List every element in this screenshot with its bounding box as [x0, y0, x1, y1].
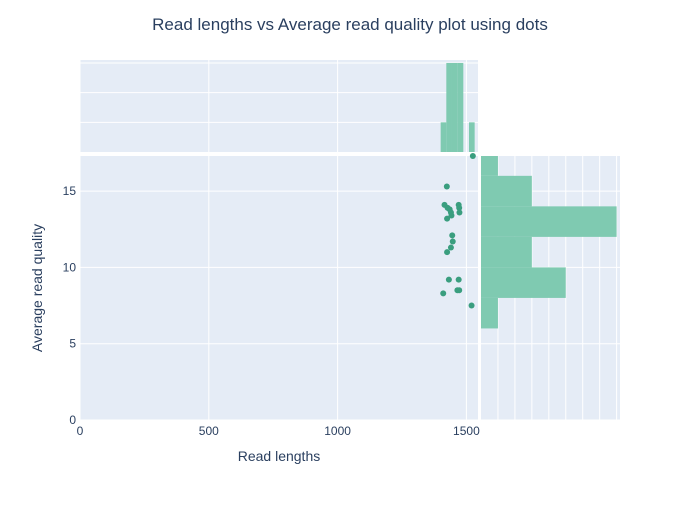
right-histogram-bar — [481, 297, 498, 329]
right-histogram-bar — [481, 236, 532, 268]
scatter-point — [456, 209, 463, 216]
y-axis-ticks: 0 5 10 15 — [63, 184, 77, 427]
top-histogram-bar — [446, 62, 452, 152]
top-histogram-bars — [440, 62, 475, 152]
scatter-point — [449, 238, 456, 245]
top-histogram-bar — [451, 62, 458, 152]
y-tick-label: 15 — [63, 184, 77, 198]
scatter-point — [469, 153, 476, 159]
right-histogram-bar — [481, 267, 566, 298]
x-axis-ticks: 0 500 1000 1500 — [77, 424, 480, 438]
right-histogram-bar — [481, 156, 498, 176]
top-histogram-bar — [468, 122, 475, 152]
right-histogram-bar — [481, 175, 532, 207]
scatter-point — [440, 290, 447, 297]
scatter-point — [447, 244, 454, 251]
scatter-point — [445, 276, 452, 283]
top-histogram-area — [80, 60, 478, 152]
top-histogram-gridlines — [79, 60, 478, 152]
y-axis-label: Average read quality — [29, 224, 45, 352]
scatter-points — [440, 153, 476, 309]
scatter-point — [443, 183, 450, 190]
x-tick-label: 1000 — [324, 424, 351, 438]
x-tick-label: 500 — [199, 424, 219, 438]
scatter-point — [449, 232, 456, 239]
x-tick-label: 1500 — [453, 424, 480, 438]
x-axis-label: Read lengths — [238, 448, 321, 464]
scatter-point — [456, 204, 463, 211]
scatter-point — [456, 287, 463, 294]
scatter-point — [448, 212, 455, 219]
main-gridlines — [79, 156, 478, 421]
right-histogram-bar — [481, 206, 617, 237]
chart-title: Read lengths vs Average read quality plo… — [152, 15, 548, 34]
scatter-point — [444, 215, 451, 222]
y-tick-label: 10 — [63, 260, 77, 274]
y-tick-label: 0 — [69, 413, 76, 427]
x-tick-label: 0 — [77, 424, 84, 438]
main-plot-area — [80, 156, 478, 420]
y-tick-label: 5 — [69, 337, 76, 351]
scatter-point — [455, 276, 462, 283]
top-histogram-bar — [440, 122, 447, 152]
top-histogram-bar — [457, 62, 464, 152]
right-histogram-bars — [481, 156, 617, 329]
scatter-point — [468, 302, 475, 309]
scatter-point — [444, 249, 451, 256]
